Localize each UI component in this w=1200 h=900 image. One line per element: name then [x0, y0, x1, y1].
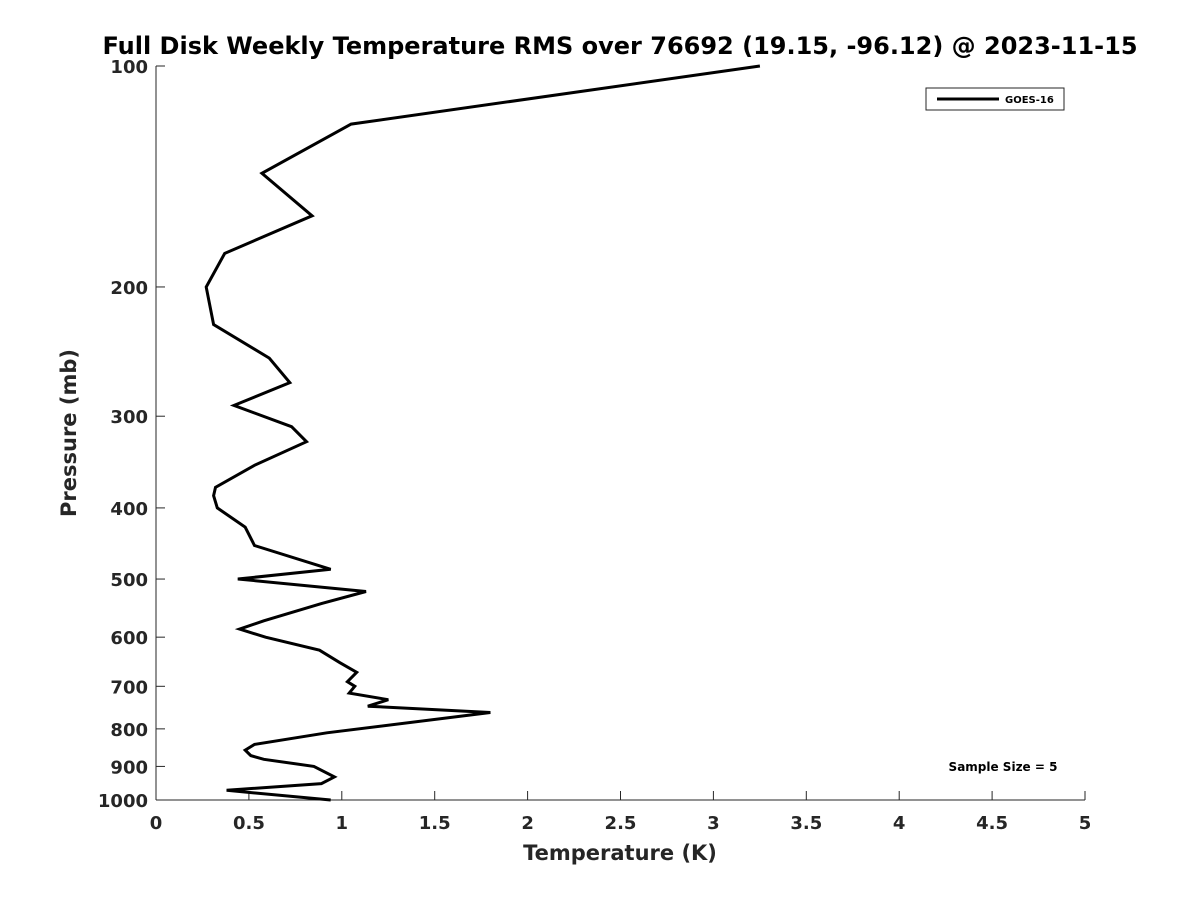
x-tick-label: 2.5 [605, 813, 637, 834]
x-tick-label: 2 [521, 813, 534, 834]
x-tick-label: 3 [707, 813, 720, 834]
y-tick-label: 200 [110, 278, 148, 299]
x-tick-label: 4.5 [976, 813, 1008, 834]
legend-entry: GOES-16 [1005, 95, 1054, 106]
x-tick-label: 0.5 [233, 813, 265, 834]
x-tick-label: 5 [1079, 813, 1092, 834]
y-tick-label: 100 [110, 57, 148, 78]
y-tick-label: 600 [110, 628, 148, 649]
y-tick-label: 500 [110, 570, 148, 591]
axes: 0 0.5 1 1.5 2 2.5 3 3.5 4 4.5 5 100 200 300 400 500 600 7… [98, 57, 1091, 834]
y-tick-label: 300 [110, 407, 148, 428]
x-tick-label: 1 [336, 813, 349, 834]
y-axis-label: Pressure (mb) [57, 349, 81, 517]
x-tick-label: 0 [150, 813, 163, 834]
y-tick-label: 400 [110, 499, 148, 520]
y-tick-label: 900 [110, 757, 148, 778]
y-tick-label: 800 [110, 720, 148, 741]
series-layer [204, 64, 761, 802]
y-tick-label: 1000 [98, 791, 148, 812]
legend: GOES-16 [925, 87, 1065, 111]
sample-size-annotation: Sample Size = 5 [949, 760, 1058, 774]
chart-title: Full Disk Weekly Temperature RMS over 76… [102, 32, 1137, 60]
x-tick-label: 4 [893, 813, 906, 834]
series-line [204, 64, 761, 802]
x-tick-label: 1.5 [419, 813, 451, 834]
x-tick-label: 3.5 [790, 813, 822, 834]
y-tick-label: 700 [110, 677, 148, 698]
x-axis-label: Temperature (K) [523, 841, 717, 865]
